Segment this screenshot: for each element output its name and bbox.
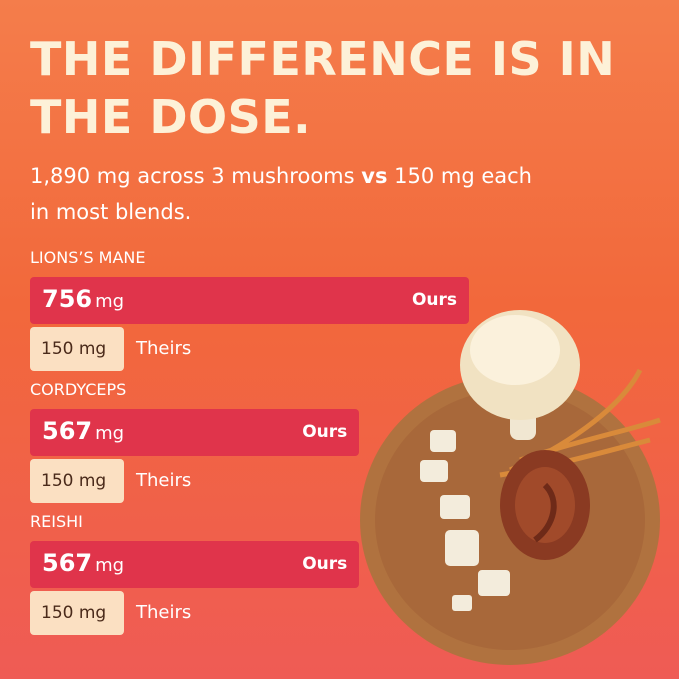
title: THE DIFFERENCE IS IN THE DOSE. <box>30 30 650 146</box>
bar-ours: 756 mg Ours <box>30 277 469 324</box>
value-label: 150 mg <box>41 603 107 623</box>
value-number: 567 <box>42 417 93 445</box>
series-name: Ours <box>302 554 348 574</box>
subtitle-text: in most blends. <box>30 200 192 224</box>
category-label: LIONS’S MANE <box>30 248 146 267</box>
subtitle: 1,890 mg across 3 mushrooms vs 150 mg ea… <box>30 158 650 230</box>
value-label: 756 mg <box>42 285 124 313</box>
value-number: 756 <box>42 285 93 313</box>
value-label: 150 mg <box>41 471 107 491</box>
value-label: 567 mg <box>42 417 124 445</box>
series-name: Theirs <box>136 338 192 359</box>
subtitle-text: 1,890 mg across 3 mushrooms <box>30 164 362 188</box>
value-unit: mg <box>95 423 125 444</box>
bar-ours: 567 mg Ours <box>30 409 360 456</box>
category-label: CORDYCEPS <box>30 380 127 399</box>
series-name: Ours <box>302 422 348 442</box>
subtitle-bold: vs <box>361 164 388 188</box>
title-line: THE DIFFERENCE IS IN <box>30 32 616 86</box>
series-name: Theirs <box>136 602 192 623</box>
value-unit: mg <box>95 555 125 576</box>
series-name: Theirs <box>136 470 192 491</box>
value-unit: mg <box>95 291 125 312</box>
subtitle-text: 150 mg each <box>387 164 532 188</box>
bar-theirs: 150 mg <box>30 459 124 503</box>
bar-theirs: 150 mg <box>30 327 124 371</box>
bar-ours: 567 mg Ours <box>30 541 360 588</box>
title-line: THE DOSE. <box>30 90 312 144</box>
value-label: 150 mg <box>41 339 107 359</box>
value-number: 567 <box>42 549 93 577</box>
value-label: 567 mg <box>42 549 124 577</box>
category-label: REISHI <box>30 512 83 531</box>
series-name: Ours <box>411 290 457 310</box>
mushroom-illustration <box>360 310 661 665</box>
bar-theirs: 150 mg <box>30 591 124 635</box>
